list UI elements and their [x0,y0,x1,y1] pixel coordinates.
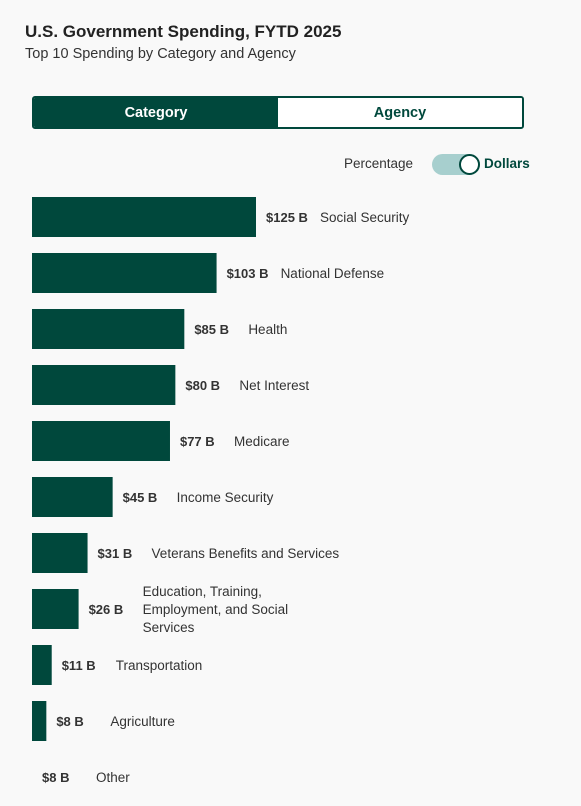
value-label-9: $8 B [56,714,83,729]
value-label-3: $80 B [185,378,220,393]
bar-6[interactable] [32,533,88,573]
bar-8[interactable] [32,645,52,685]
bar-5[interactable] [32,477,113,517]
value-label-5: $45 B [123,490,158,505]
bar-0[interactable] [32,197,256,237]
value-label-0: $125 B [266,210,308,225]
category-label-7-line-2: Services [143,620,195,635]
bar-4[interactable] [32,421,170,461]
category-label-4: Medicare [234,434,290,449]
category-label-2: Health [248,322,287,337]
units-toggle-switch[interactable] [432,154,480,175]
value-label-8: $11 B [62,658,96,673]
value-label-2: $85 B [194,322,229,337]
tab-category[interactable]: Category [34,98,278,127]
value-label-10: $8 B [42,770,69,785]
value-label-6: $31 B [98,546,133,561]
bar-2[interactable] [32,309,185,349]
value-label-7: $26 B [89,602,124,617]
bar-3[interactable] [32,365,176,405]
percentage-label[interactable]: Percentage [343,156,413,171]
category-label-3: Net Interest [239,378,309,393]
category-label-9: Agriculture [110,714,175,729]
bar-9[interactable] [32,701,47,741]
category-label-6: Veterans Benefits and Services [152,546,340,561]
view-tabs: Category Agency [32,96,524,129]
category-label-5: Income Security [177,490,274,505]
category-label-0: Social Security [320,210,410,225]
category-label-7-line-0: Education, Training, [143,584,262,599]
chart-subtitle: Top 10 Spending by Category and Agency [25,46,296,62]
category-label-7-line-1: Employment, and Social [143,602,289,617]
tab-agency[interactable]: Agency [278,98,522,127]
dollars-label[interactable]: Dollars [484,156,530,171]
chart-title: U.S. Government Spending, FYTD 2025 [25,22,342,41]
bar-1[interactable] [32,253,217,293]
category-label-1: National Defense [281,266,385,281]
units-toggle-row: Percentage Dollars [0,154,581,176]
toggle-knob[interactable] [459,154,480,175]
value-label-1: $103 B [227,266,269,281]
category-label-8: Transportation [116,658,203,673]
value-label-4: $77 B [180,434,215,449]
category-label-10: Other [96,770,130,785]
bar-7[interactable] [32,589,79,629]
